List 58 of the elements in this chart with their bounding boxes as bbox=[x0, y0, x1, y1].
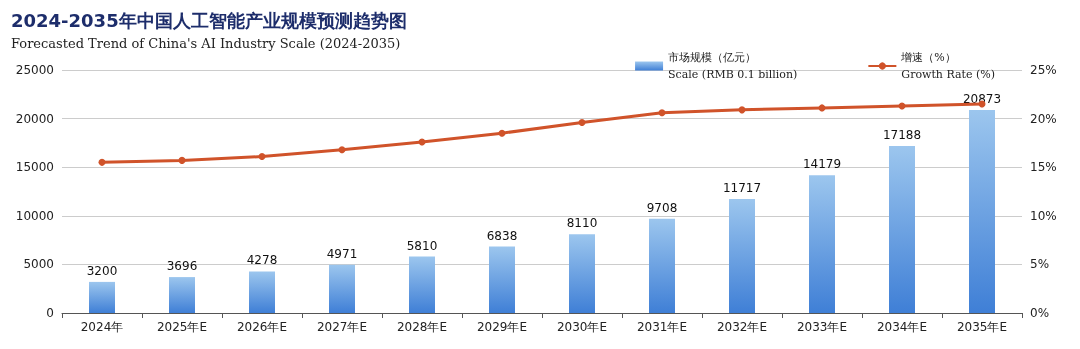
chart-subtitle: Forecasted Trend of China's AI Industry Scale (2024-2035) bbox=[11, 36, 401, 51]
bar bbox=[889, 145, 915, 313]
data-label: 6838 bbox=[486, 228, 518, 243]
x-tick-label: 2026年E bbox=[236, 320, 288, 334]
x-tick-label: 2032年E bbox=[716, 320, 768, 334]
bar bbox=[969, 110, 995, 313]
data-label: 3696 bbox=[166, 259, 198, 274]
point bbox=[658, 109, 666, 117]
x-tick-label: 2030年E bbox=[556, 320, 608, 334]
y2-tick-label: 15% bbox=[1030, 160, 1057, 175]
y-tick-label: 25000 bbox=[15, 63, 54, 77]
legend-label: 增速（%） Growth Rate (%) bbox=[900, 51, 995, 81]
x-tick-label: 2024年 bbox=[80, 320, 124, 334]
y2-tick-label: 5% bbox=[1030, 257, 1050, 272]
point bbox=[98, 158, 106, 166]
x-tick-label: 2025年E bbox=[156, 320, 208, 334]
bar bbox=[89, 281, 115, 313]
bar bbox=[249, 271, 275, 313]
x-tick-label: 2034年E bbox=[876, 320, 928, 334]
point bbox=[578, 118, 586, 126]
data-label: 11717 bbox=[722, 181, 762, 196]
data-label: 4971 bbox=[326, 246, 358, 261]
bar bbox=[809, 175, 835, 313]
bar bbox=[409, 256, 435, 313]
bar bbox=[329, 264, 355, 313]
data-label: 8110 bbox=[566, 216, 598, 231]
bar bbox=[729, 199, 755, 313]
data-label: 14179 bbox=[802, 157, 842, 172]
x-tick-label: 2029年E bbox=[476, 320, 528, 334]
data-label: 4278 bbox=[246, 253, 278, 268]
x-tick-label: 2028年E bbox=[396, 320, 448, 334]
data-label: 3200 bbox=[86, 263, 118, 278]
y2-tick-label: 0% bbox=[1030, 306, 1050, 320]
data-label: 17188 bbox=[882, 127, 922, 142]
x-tick-label: 2031年E bbox=[636, 320, 688, 334]
y-tick-label: 20000 bbox=[15, 111, 54, 126]
y-tick-label: 5000 bbox=[23, 257, 54, 272]
legend-label: 市场规模（亿元） Scale (RMB 0.1 billion) bbox=[668, 51, 798, 81]
y2-tick-label: 20% bbox=[1030, 111, 1057, 126]
point bbox=[338, 146, 346, 154]
point bbox=[258, 153, 266, 161]
bar bbox=[169, 277, 195, 313]
y-tick-label: 10000 bbox=[15, 208, 54, 223]
chart-title: 2024-2035年中国人工智能产业规模预测趋势图 bbox=[11, 9, 407, 31]
x-tick-label: 2033年E bbox=[796, 320, 848, 334]
point bbox=[178, 156, 186, 164]
bar bbox=[569, 234, 595, 313]
data-label: 9708 bbox=[646, 200, 678, 215]
y-tick-label: 15000 bbox=[15, 160, 54, 175]
y2-tick-label: 25% bbox=[1030, 63, 1057, 77]
y2-tick-label: 10% bbox=[1030, 208, 1057, 223]
data-label: 5810 bbox=[406, 238, 438, 253]
x-tick-label: 2035年E bbox=[956, 320, 1008, 334]
bar bbox=[489, 246, 515, 313]
y-tick-label: 0 bbox=[46, 306, 54, 320]
bar bbox=[649, 218, 675, 313]
x-tick-label: 2027年E bbox=[316, 320, 368, 334]
data-label: 20873 bbox=[962, 92, 1002, 107]
